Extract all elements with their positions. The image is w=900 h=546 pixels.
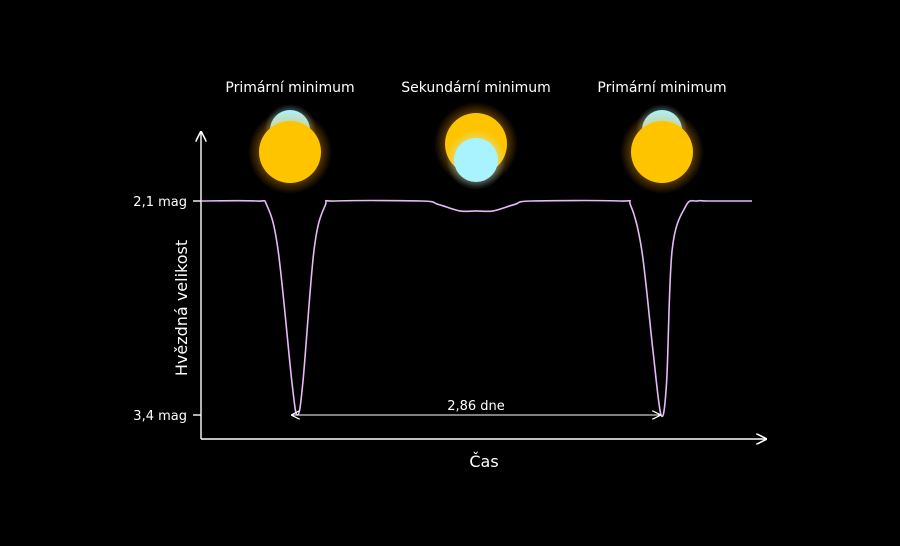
y-tick-label-top: 2,1 mag bbox=[133, 195, 187, 210]
y-axis-label: Hvězdná velikost bbox=[172, 240, 191, 376]
eclipse-label-secondary: Sekundární minimum bbox=[401, 80, 551, 96]
primary-star-icon bbox=[631, 121, 693, 183]
eclipse-illustration-primary-2 bbox=[620, 104, 704, 194]
eclipse-label-primary-2: Primární minimum bbox=[597, 80, 726, 96]
eclipse-illustration-secondary bbox=[434, 102, 518, 190]
eclipse-label-primary-1: Primární minimum bbox=[225, 80, 354, 96]
light-curve-series bbox=[200, 199, 752, 418]
y-tick-label-bottom: 3,4 mag bbox=[133, 409, 187, 424]
period-label: 2,86 dne bbox=[447, 399, 505, 414]
secondary-star-icon bbox=[454, 138, 498, 182]
eclipse-illustration-primary-1 bbox=[248, 104, 332, 194]
primary-star-icon bbox=[259, 121, 321, 183]
x-axis-label: Čas bbox=[469, 452, 498, 471]
